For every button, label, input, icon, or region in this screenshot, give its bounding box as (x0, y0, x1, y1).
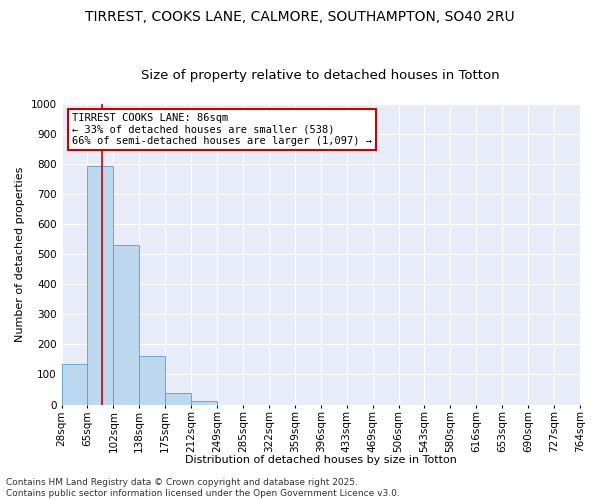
Text: Contains HM Land Registry data © Crown copyright and database right 2025.
Contai: Contains HM Land Registry data © Crown c… (6, 478, 400, 498)
Bar (113, 246, 139, 404)
Y-axis label: Number of detached properties: Number of detached properties (15, 166, 25, 342)
Bar (88, 166, 113, 404)
Text: TIRREST COOKS LANE: 86sqm
← 33% of detached houses are smaller (538)
66% of semi: TIRREST COOKS LANE: 86sqm ← 33% of detac… (72, 113, 372, 146)
Title: Size of property relative to detached houses in Totton: Size of property relative to detached ho… (142, 69, 500, 82)
Bar (191, 401, 217, 404)
Text: TIRREST, COOKS LANE, CALMORE, SOUTHAMPTON, SO40 2RU: TIRREST, COOKS LANE, CALMORE, SOUTHAMPTO… (85, 10, 515, 24)
Bar (62, 364, 88, 405)
X-axis label: Distribution of detached houses by size in Totton: Distribution of detached houses by size … (185, 455, 457, 465)
Bar (165, 394, 191, 404)
Bar (139, 356, 165, 405)
